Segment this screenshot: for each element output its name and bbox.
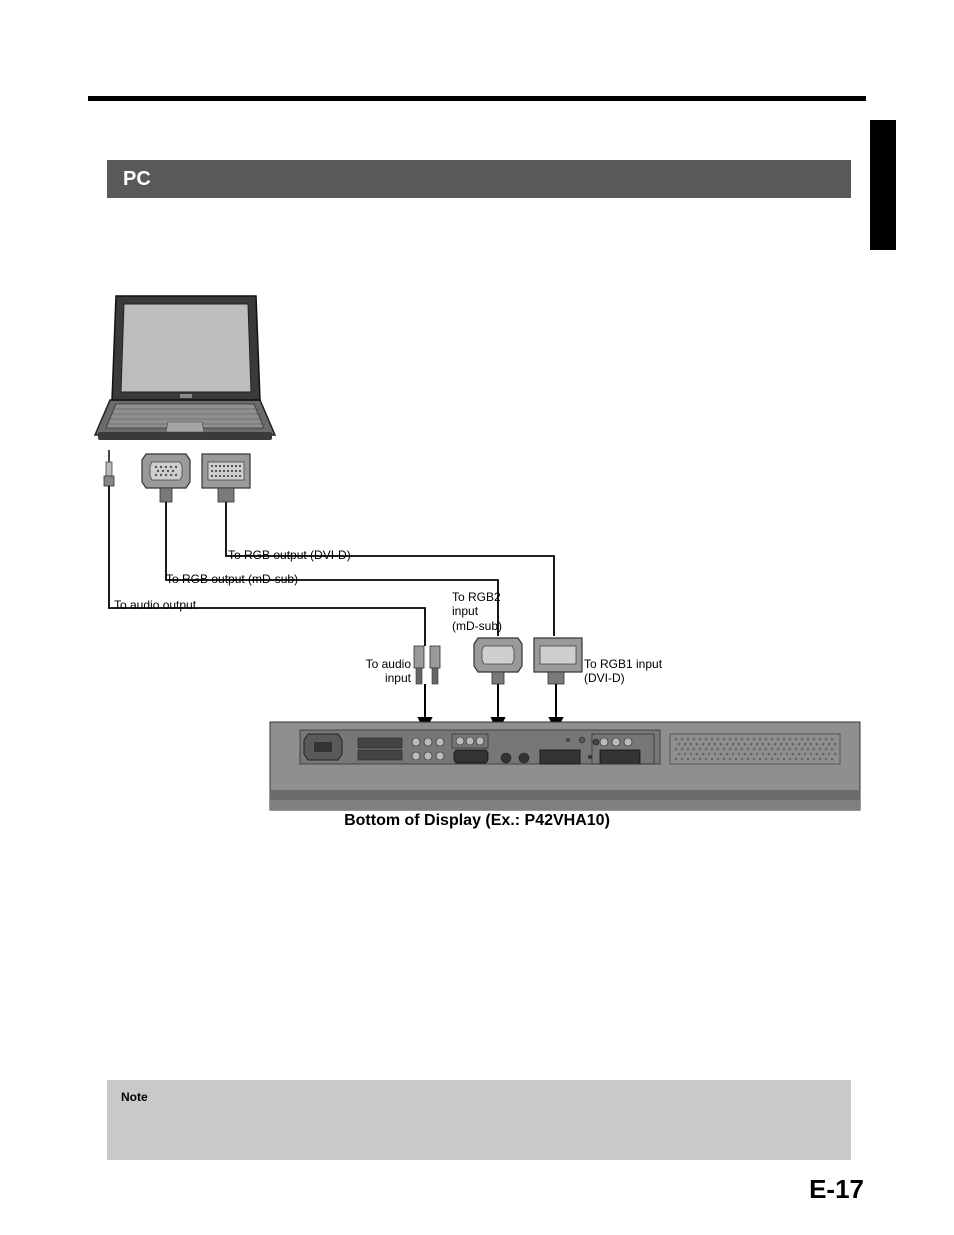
vga-connector-source <box>142 454 190 502</box>
audio-jack-connector <box>104 450 114 486</box>
dvi-connector-dest <box>534 638 582 684</box>
audio-rca-connectors <box>414 646 440 684</box>
laptop-icon <box>95 296 275 440</box>
label-rgb-output-mdsub: To RGB output (mD-sub) <box>166 572 298 586</box>
top-rule <box>88 96 866 101</box>
dvi-connector-source <box>202 454 250 502</box>
label-rgb2-input: To RGB2 input (mD-sub) <box>452 590 502 633</box>
label-rgb1-input: To RGB1 input (DVI-D) <box>584 657 662 686</box>
note-box: Note <box>107 1080 851 1160</box>
note-label: Note <box>121 1090 837 1104</box>
page-number: E-17 <box>809 1174 864 1205</box>
vga-connector-dest <box>474 638 522 684</box>
diagram-caption: Bottom of Display (Ex.: P42VHA10) <box>0 812 954 830</box>
side-tab <box>870 120 896 250</box>
label-audio-output: To audio output <box>114 598 196 612</box>
label-rgb-output-dvid: To RGB output (DVI-D) <box>228 548 351 562</box>
section-title-bar: PC <box>107 160 851 198</box>
section-title: PC <box>123 168 151 190</box>
label-audio-input: To audio input <box>355 657 411 686</box>
display-bottom-panel <box>270 722 860 810</box>
connection-diagram <box>90 290 870 850</box>
